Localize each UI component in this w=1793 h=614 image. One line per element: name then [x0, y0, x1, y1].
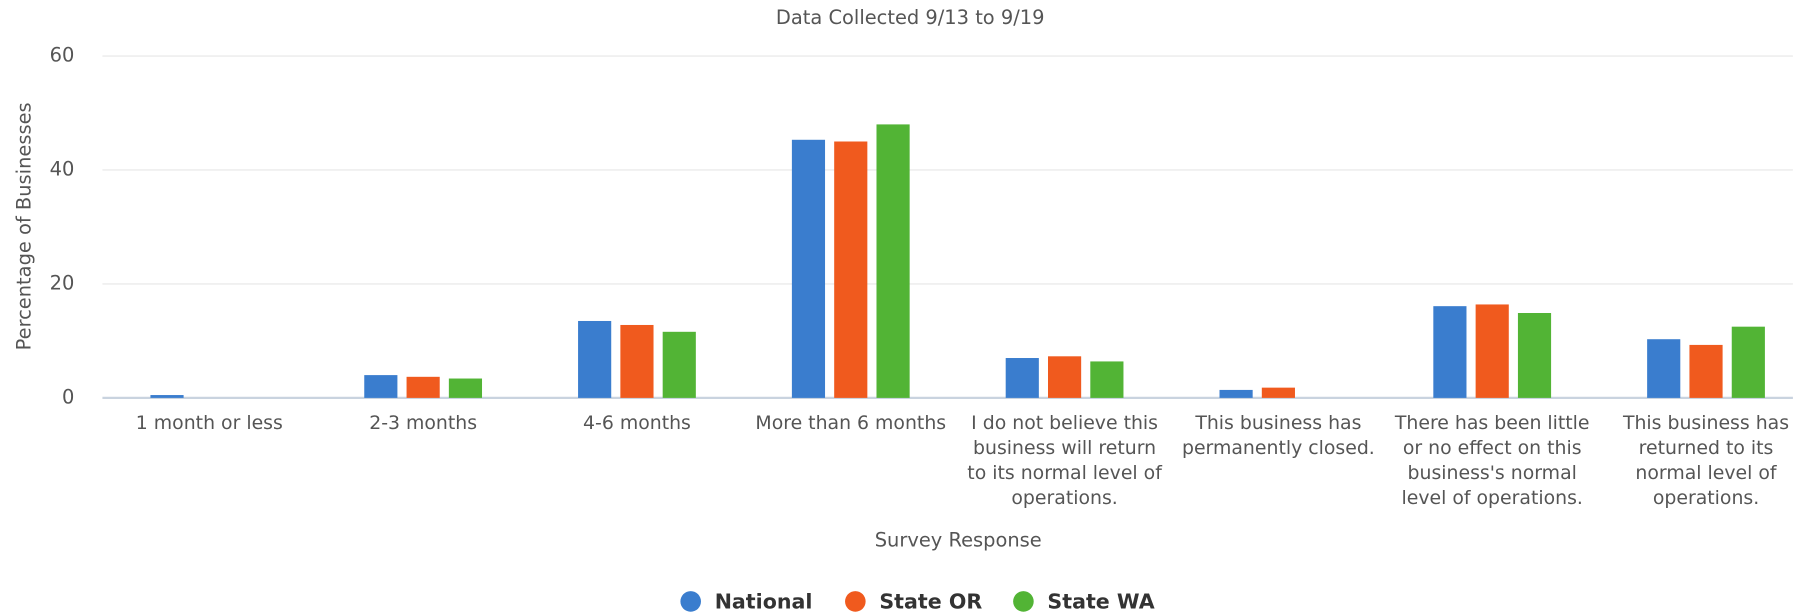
- bar: [620, 324, 654, 398]
- bar: [150, 395, 184, 398]
- bar: [876, 124, 910, 398]
- bar: [1090, 361, 1124, 398]
- bar: [791, 139, 826, 398]
- x-tick-label-box: This business has returned to its normal…: [1622, 411, 1790, 509]
- y-axis-title: Percentage of Businesses: [13, 102, 36, 350]
- bar: [406, 376, 440, 398]
- bar: [1475, 304, 1509, 398]
- x-tick-label: This business has permanently closed.: [1181, 411, 1375, 459]
- bar: [448, 378, 483, 398]
- y-tick-label: 20: [50, 271, 75, 294]
- y-tick-label: 40: [50, 157, 75, 180]
- bar: [1517, 313, 1552, 398]
- x-tick-label: There has been little or no effect on th…: [1394, 411, 1590, 509]
- bar: [1689, 344, 1723, 398]
- x-axis-title: Survey Response: [875, 528, 1042, 551]
- legend-label: National: [715, 590, 813, 614]
- x-tick-label-box: I do not believe this business will retu…: [967, 411, 1162, 509]
- legend-label: State WA: [1047, 590, 1154, 614]
- legend-swatch: [1013, 591, 1034, 612]
- bar: [1647, 339, 1681, 398]
- bar: [364, 375, 398, 398]
- x-tick-label-box: There has been little or no effect on th…: [1394, 411, 1590, 509]
- bar: [1047, 356, 1082, 398]
- bar: [578, 320, 612, 398]
- bar: [1005, 358, 1039, 398]
- bar: [1219, 389, 1253, 398]
- bar: [1261, 387, 1295, 398]
- x-tick-label: 1 month or less: [135, 411, 283, 434]
- x-tick-label: I do not believe this business will retu…: [967, 411, 1162, 509]
- legend-label: State OR: [879, 590, 982, 614]
- x-tick-label: 2-3 months: [369, 411, 478, 434]
- x-tick-label: 4-6 months: [583, 411, 691, 434]
- bar: [662, 331, 696, 398]
- legend-swatch: [845, 591, 866, 612]
- bar: [834, 141, 868, 398]
- x-tick-label-box: 1 month or less: [135, 411, 283, 434]
- chart-title: Data Collected 9/13 to 9/19: [776, 6, 1045, 29]
- x-tick-label: More than 6 months: [755, 411, 947, 434]
- x-tick-label-box: This business has permanently closed.: [1181, 411, 1375, 459]
- x-tick-label-box: 4-6 months: [583, 411, 691, 434]
- x-tick-label: This business has returned to its normal…: [1622, 411, 1790, 509]
- x-tick-label-box: 2-3 months: [369, 411, 478, 434]
- legend-swatch: [680, 591, 701, 612]
- bar: [1433, 306, 1467, 398]
- y-tick-label: 0: [62, 385, 74, 408]
- x-tick-label-box: More than 6 months: [755, 411, 947, 434]
- bar: [1731, 326, 1765, 398]
- y-tick-label: 60: [50, 44, 75, 67]
